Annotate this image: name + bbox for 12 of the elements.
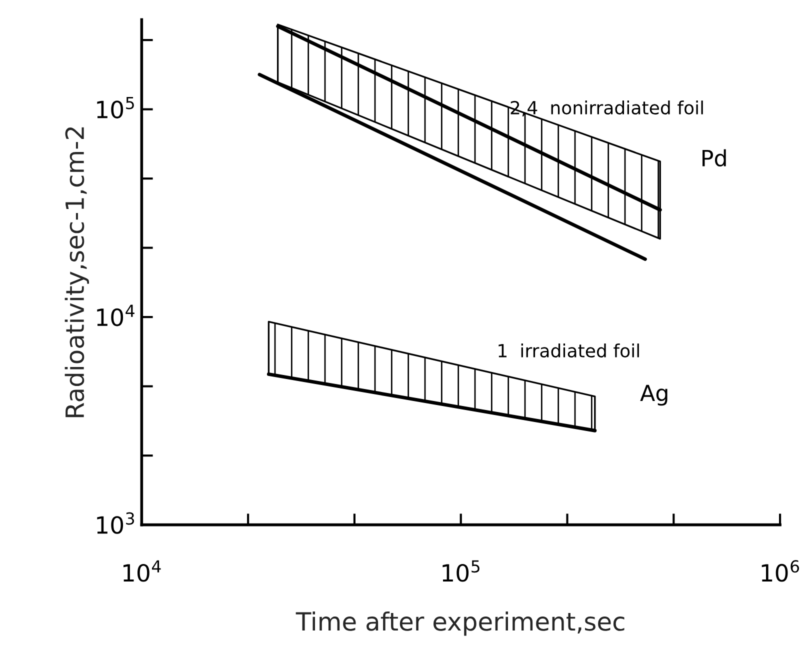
y-tick-label: 10$^{3}$ bbox=[97, 512, 134, 534]
annotation: 2,4 nonirradiated foil bbox=[510, 100, 703, 116]
x-tick-label: 10$^{5}$ bbox=[442, 560, 480, 582]
annotation: Ag bbox=[640, 384, 668, 406]
x-axis-title: Time after experiment,sec bbox=[296, 612, 624, 636]
x-tick-label: 10$^{6}$ bbox=[762, 560, 800, 582]
y-tick-label: 10$^{5}$ bbox=[97, 97, 134, 118]
annotation: 1 irradiated foil bbox=[498, 344, 639, 358]
x-tick-label: 10$^{4}$ bbox=[123, 560, 161, 582]
y-tick-label: 10$^{4}$ bbox=[97, 304, 134, 326]
y-axis-title: Radioativity,sec-1,cm-2 bbox=[64, 127, 90, 418]
annotation: Pd bbox=[702, 149, 726, 167]
